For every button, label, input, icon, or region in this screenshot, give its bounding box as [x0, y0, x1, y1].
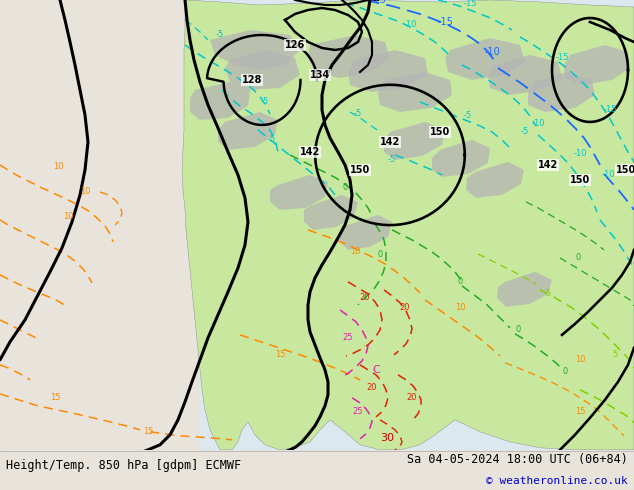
- Polygon shape: [270, 175, 328, 210]
- Text: 10: 10: [455, 303, 465, 313]
- Text: 0: 0: [562, 368, 567, 376]
- Polygon shape: [218, 112, 278, 150]
- Polygon shape: [378, 72, 452, 112]
- Text: 25: 25: [343, 333, 353, 343]
- Text: 142: 142: [380, 137, 400, 147]
- Text: 142: 142: [538, 160, 558, 170]
- Text: 0: 0: [342, 183, 347, 193]
- Polygon shape: [432, 140, 490, 177]
- Polygon shape: [210, 30, 300, 70]
- Text: Sa 04-05-2024 18:00 UTC (06+84): Sa 04-05-2024 18:00 UTC (06+84): [407, 453, 628, 466]
- Text: -15: -15: [603, 105, 617, 115]
- Text: -5: -5: [261, 98, 269, 106]
- Text: 128: 128: [242, 75, 262, 85]
- Polygon shape: [445, 38, 525, 80]
- Text: -5: -5: [388, 155, 396, 165]
- Text: -5: -5: [216, 30, 224, 40]
- Polygon shape: [308, 35, 390, 78]
- Text: 15: 15: [49, 393, 60, 402]
- Text: 10: 10: [575, 355, 585, 365]
- Text: © weatheronline.co.uk: © weatheronline.co.uk: [486, 476, 628, 486]
- Text: -5: -5: [268, 135, 276, 145]
- Text: 15: 15: [575, 407, 585, 416]
- Text: 5: 5: [545, 290, 550, 298]
- Text: -5: -5: [464, 111, 472, 121]
- Text: 15: 15: [143, 427, 153, 436]
- Text: 0: 0: [576, 253, 581, 263]
- Text: 10: 10: [80, 187, 90, 196]
- Text: 15: 15: [275, 350, 285, 359]
- Text: 150: 150: [570, 175, 590, 185]
- Polygon shape: [182, 0, 634, 450]
- Text: -15: -15: [555, 53, 569, 63]
- Text: 126: 126: [285, 40, 305, 50]
- Polygon shape: [564, 45, 630, 85]
- Text: -10: -10: [484, 47, 500, 57]
- Text: -10: -10: [573, 149, 586, 158]
- Text: 20: 20: [400, 303, 410, 313]
- Text: Height/Temp. 850 hPa [gdpm] ECMWF: Height/Temp. 850 hPa [gdpm] ECMWF: [6, 460, 242, 472]
- Text: 30: 30: [380, 433, 394, 443]
- Text: -15: -15: [370, 0, 386, 5]
- FancyBboxPatch shape: [0, 0, 634, 450]
- Polygon shape: [190, 82, 250, 120]
- Polygon shape: [528, 72, 595, 112]
- Text: 10: 10: [350, 247, 360, 256]
- FancyBboxPatch shape: [0, 0, 200, 450]
- Polygon shape: [225, 50, 300, 90]
- Text: 134: 134: [310, 70, 330, 80]
- Text: 0: 0: [377, 250, 383, 259]
- Polygon shape: [488, 55, 562, 95]
- Text: -5: -5: [521, 127, 529, 136]
- Text: 0: 0: [515, 325, 521, 334]
- Text: -10: -10: [601, 171, 615, 179]
- Text: -10: -10: [531, 120, 545, 128]
- Text: 142: 142: [300, 147, 320, 157]
- Text: -10: -10: [403, 21, 417, 29]
- Text: 150: 150: [350, 165, 370, 175]
- Text: C: C: [372, 365, 380, 375]
- Polygon shape: [340, 215, 392, 250]
- Text: -15: -15: [437, 17, 453, 27]
- Text: -15: -15: [463, 0, 477, 8]
- Text: 10: 10: [53, 162, 63, 171]
- Text: 150: 150: [430, 127, 450, 137]
- Polygon shape: [466, 162, 524, 198]
- Text: 150: 150: [616, 165, 634, 175]
- Polygon shape: [384, 122, 445, 160]
- Text: 10: 10: [63, 212, 74, 221]
- Text: 20: 20: [407, 393, 417, 402]
- Text: -5: -5: [354, 109, 362, 119]
- Text: 25: 25: [353, 407, 363, 416]
- Text: 20: 20: [359, 294, 370, 302]
- Text: 0: 0: [457, 277, 463, 286]
- Polygon shape: [497, 272, 552, 307]
- Text: 5: 5: [612, 350, 618, 359]
- Polygon shape: [304, 195, 358, 230]
- Text: 20: 20: [366, 383, 377, 392]
- Polygon shape: [348, 50, 428, 92]
